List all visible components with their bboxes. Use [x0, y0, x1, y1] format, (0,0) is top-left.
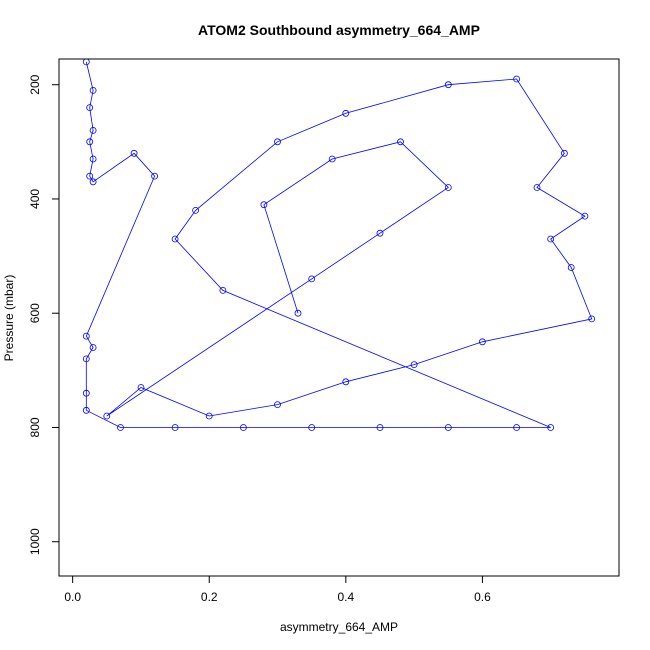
data-point — [308, 275, 316, 283]
x-tick-label: 0.6 — [474, 590, 491, 604]
data-point — [444, 184, 452, 191]
data-point — [376, 424, 384, 431]
data-point — [89, 344, 97, 351]
data-point — [260, 201, 268, 209]
data-point — [86, 104, 94, 111]
data-point — [86, 172, 94, 180]
data-point — [561, 149, 568, 157]
data-point — [274, 138, 281, 146]
chart-title: ATOM2 Southbound asymmetry_664_AMP — [198, 22, 480, 38]
data-point — [513, 75, 520, 83]
data-point — [444, 81, 452, 89]
data-point — [342, 378, 350, 386]
x-tick-label: 0.2 — [201, 590, 218, 604]
y-axis: 200 400 600 800 1000 — [28, 74, 60, 555]
data-point — [397, 138, 404, 146]
series-line — [85, 61, 593, 428]
data-point — [294, 309, 302, 317]
data-point — [86, 138, 94, 146]
data-point — [103, 412, 111, 420]
data-point — [82, 332, 90, 340]
plot-frame — [58, 58, 620, 577]
data-layer — [82, 58, 596, 431]
y-tick-label: 1000 — [28, 528, 42, 555]
data-point — [117, 424, 124, 431]
data-point — [171, 235, 179, 243]
data-point — [89, 155, 97, 163]
y-axis-label: Pressure (mbar) — [2, 275, 16, 362]
data-point — [581, 212, 589, 220]
data-point — [151, 172, 159, 180]
data-point — [239, 424, 247, 431]
data-point — [171, 424, 179, 431]
data-point — [547, 235, 555, 243]
data-point — [137, 384, 145, 391]
data-point — [205, 412, 213, 420]
data-point — [82, 355, 90, 363]
x-axis: 0.0 0.2 0.4 0.6 — [64, 575, 491, 604]
x-axis-label: asymmetry_664_AMP — [280, 620, 398, 634]
data-point — [342, 109, 350, 117]
data-point — [89, 178, 97, 186]
y-tick-label: 400 — [28, 189, 42, 209]
data-point — [533, 184, 541, 191]
data-point — [219, 286, 227, 294]
y-tick-label: 600 — [28, 303, 42, 323]
data-point — [82, 406, 90, 414]
y-tick-label: 800 — [28, 417, 42, 437]
data-point — [376, 229, 384, 237]
y-tick-label: 200 — [28, 74, 42, 94]
data-point — [444, 424, 452, 431]
data-point — [567, 264, 575, 271]
data-point — [478, 338, 486, 346]
data-point — [274, 401, 281, 409]
data-point — [89, 126, 97, 134]
data-point — [410, 361, 418, 369]
data-point — [588, 315, 596, 323]
data-point — [328, 155, 336, 163]
data-point — [192, 206, 200, 214]
data-point — [82, 389, 90, 397]
data-point — [130, 149, 138, 157]
data-point — [308, 424, 316, 431]
data-point — [547, 424, 555, 431]
x-tick-label: 0.4 — [337, 590, 354, 604]
data-point — [513, 424, 520, 431]
data-point — [89, 87, 97, 94]
x-tick-label: 0.0 — [64, 590, 81, 604]
